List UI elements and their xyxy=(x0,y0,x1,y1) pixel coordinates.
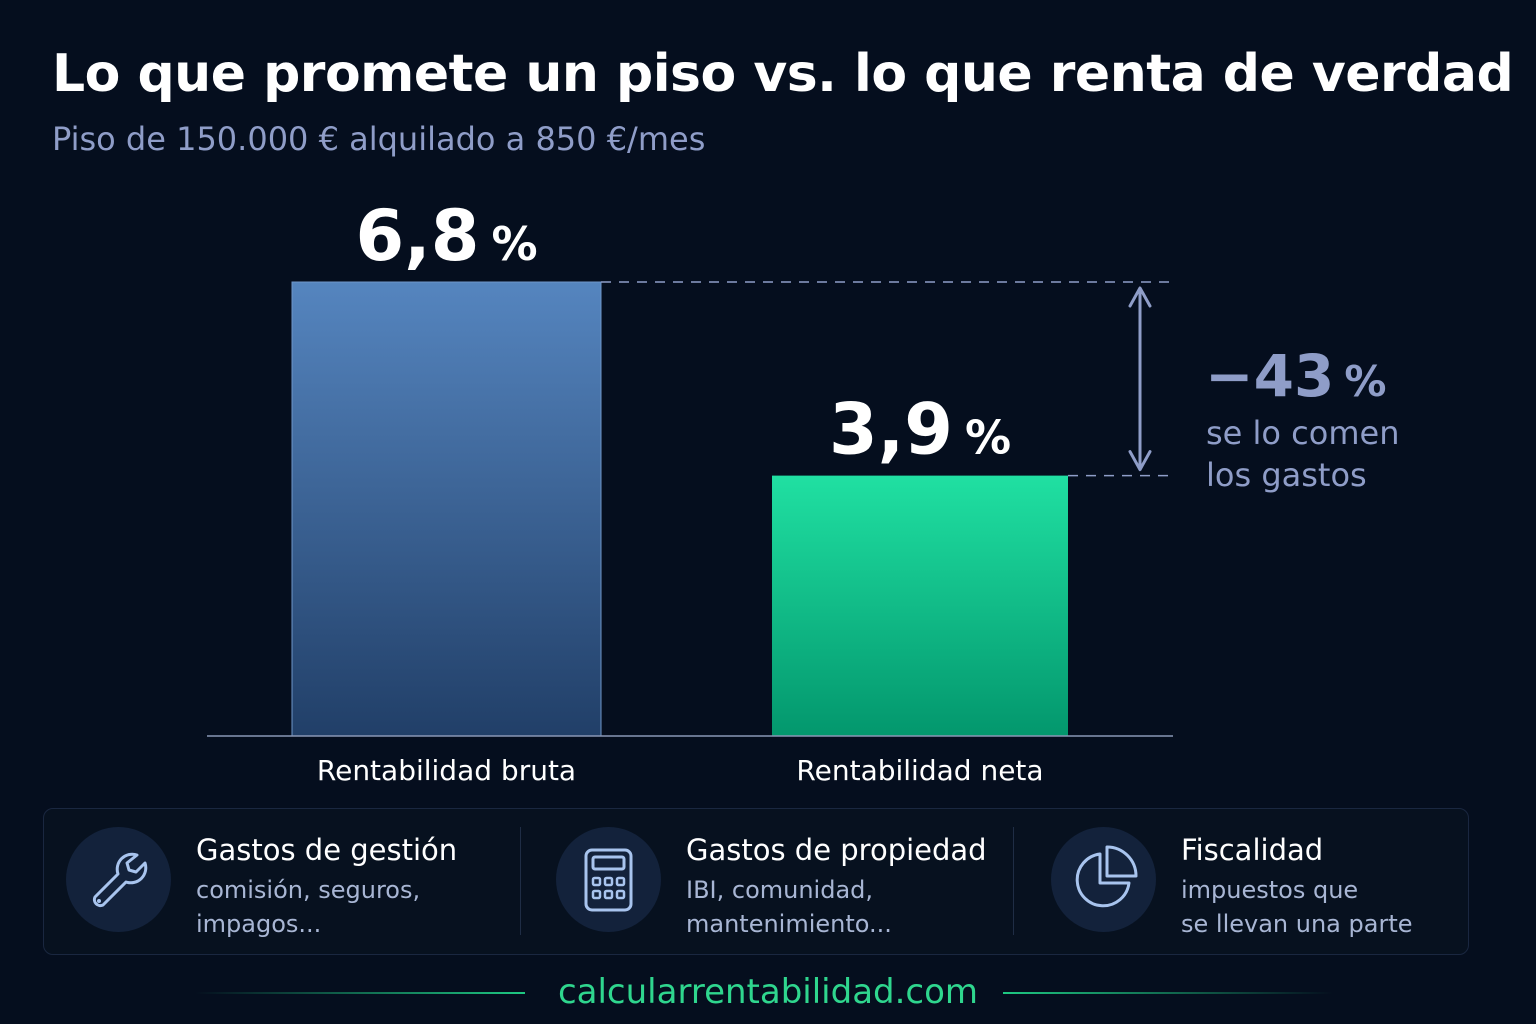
card-propiedad: Gastos de propiedad IBI, comunidad, mant… xyxy=(534,809,1010,956)
card-fiscalidad: Fiscalidad impuestos que se llevan una p… xyxy=(1029,809,1459,956)
footer-line-right xyxy=(1003,992,1333,994)
card-divider xyxy=(1013,827,1014,935)
bar-bruta xyxy=(291,281,602,737)
category-label: Rentabilidad neta xyxy=(796,754,1043,787)
chart-subtitle: Piso de 150.000 € alquilado a 850 €/mes xyxy=(52,120,706,158)
card-description: comisión, seguros, impagos... xyxy=(196,876,421,938)
bar-neta xyxy=(772,475,1068,736)
value-label: 6,8% xyxy=(355,195,537,277)
card-title: Gastos de propiedad xyxy=(686,833,987,867)
wrench-icon xyxy=(66,827,171,932)
expense-cards: Gastos de gestión comisión, seguros, imp… xyxy=(43,808,1469,955)
card-gestion: Gastos de gestión comisión, seguros, imp… xyxy=(44,809,520,956)
difference-caption-line1: se lo comen xyxy=(1206,414,1399,452)
chart-title: Lo que promete un piso vs. lo que renta … xyxy=(52,44,1514,104)
difference-caption-line2: los gastos xyxy=(1206,456,1367,494)
footer-line-left xyxy=(195,992,525,994)
calculator-icon xyxy=(556,827,661,932)
card-title: Fiscalidad xyxy=(1181,833,1324,867)
arrow-head-top xyxy=(1128,286,1152,308)
pie-chart-icon xyxy=(1051,827,1156,932)
card-description: IBI, comunidad, mantenimiento... xyxy=(686,876,892,938)
difference-value: −43% xyxy=(1205,342,1386,410)
card-divider xyxy=(520,827,521,935)
footer-website: calcularrentabilidad.com xyxy=(557,972,979,1012)
card-title: Gastos de gestión xyxy=(196,833,458,867)
card-description: impuestos que se llevan una parte xyxy=(1181,876,1413,938)
value-label: 3,9% xyxy=(829,389,1011,471)
bar-chart: 6,8 % Rentabilidad bruta 3,9 % Rentabilidad n… xyxy=(207,195,1399,787)
category-label: Rentabilidad bruta xyxy=(317,754,576,787)
arrow-head-bottom xyxy=(1128,450,1152,472)
